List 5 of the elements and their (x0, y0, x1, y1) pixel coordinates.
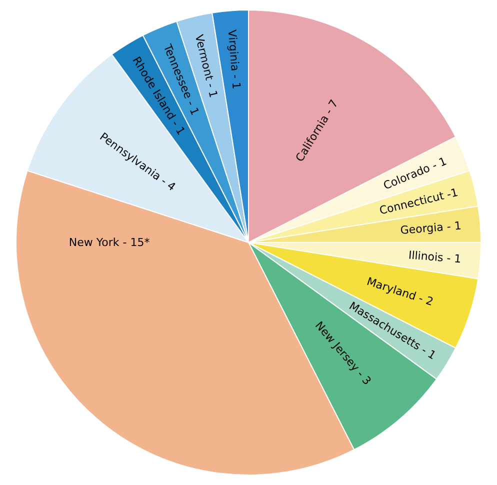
slice-label: Georgia - 1 (400, 219, 462, 238)
slice-label: Vermont - 1 (192, 33, 220, 100)
slice-label: New York - 15* (68, 236, 150, 249)
slice-label: Illinois - 1 (408, 248, 462, 266)
slice-label: Virginia - 1 (225, 29, 243, 90)
